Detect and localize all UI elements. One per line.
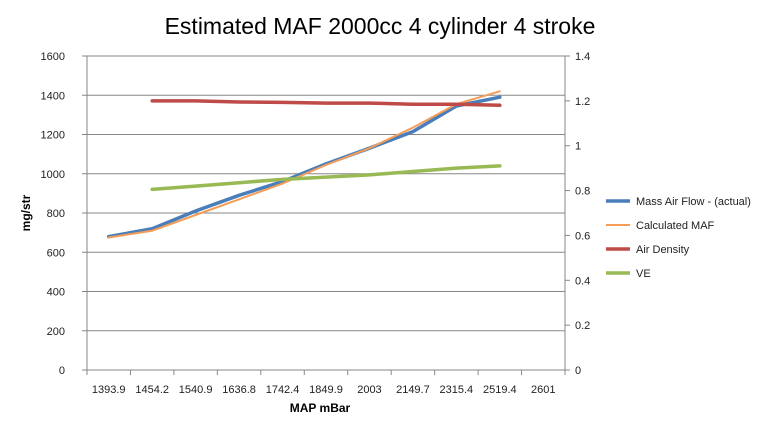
x-tick-label: 2149.7 (396, 384, 430, 396)
legend-label: VE (636, 268, 651, 280)
gridlines (87, 55, 565, 332)
y2-tick-label: 1.4 (575, 51, 590, 63)
axes (82, 55, 570, 375)
y2-tick-label: 0 (575, 365, 581, 377)
series-lines (106, 90, 502, 239)
y-tick-label: 0 (59, 365, 65, 377)
y-tick-label: 400 (47, 287, 65, 299)
y2-axis-ticks: 0 0.2 0.4 0.6 0.8 1 1.2 1.4 (575, 51, 590, 377)
x-tick-label: 1849.9 (309, 384, 343, 396)
y-axis-title: mg/str (19, 194, 33, 231)
y2-tick-label: 0.2 (575, 320, 590, 332)
y-tick-label: 800 (47, 208, 65, 220)
y2-tick-label: 1 (575, 141, 581, 153)
x-axis-ticks: 1393.9 1454.2 1540.9 1636.8 1742.4 1849.9 2003… (92, 384, 556, 396)
y-tick-label: 1200 (41, 130, 65, 142)
legend-label: Mass Air Flow - (actual) (636, 196, 751, 208)
y2-tick-label: 0.6 (575, 230, 590, 242)
x-tick-label: 2315.4 (440, 384, 474, 396)
series-line (150, 99, 502, 108)
x-tick-label: 2519.4 (483, 384, 517, 396)
x-tick-label: 1540.9 (179, 384, 213, 396)
x-tick-label: 1393.9 (92, 384, 126, 396)
y2-tick-label: 0.4 (575, 275, 590, 287)
y-tick-label: 200 (47, 326, 65, 338)
x-tick-label: 1636.8 (222, 384, 256, 396)
chart-title: Estimated MAF 2000cc 4 cylinder 4 stroke (165, 13, 596, 39)
y-tick-label: 1000 (41, 169, 65, 181)
y-tick-label: 1600 (41, 51, 65, 63)
x-tick-label: 1742.4 (266, 384, 300, 396)
y-axis-ticks: 0 200 400 600 800 1000 1200 1400 1600 (41, 51, 65, 377)
series-line (107, 90, 501, 239)
x-axis-title: MAP mBar (290, 401, 351, 415)
y2-tick-label: 1.2 (575, 96, 590, 108)
x-tick-label: 1454.2 (135, 384, 169, 396)
legend-label: Calculated MAF (636, 220, 715, 232)
series-line (106, 95, 502, 239)
y2-tick-label: 0.8 (575, 186, 590, 198)
x-tick-label: 2003 (357, 384, 381, 396)
legend-label: Air Density (636, 244, 690, 256)
legend: Mass Air Flow - (actual) Calculated MAF Ai… (606, 196, 751, 280)
y-tick-label: 1400 (41, 90, 65, 102)
x-tick-label: 2601 (531, 384, 555, 396)
series-line (150, 164, 502, 192)
y-tick-label: 600 (47, 247, 65, 259)
